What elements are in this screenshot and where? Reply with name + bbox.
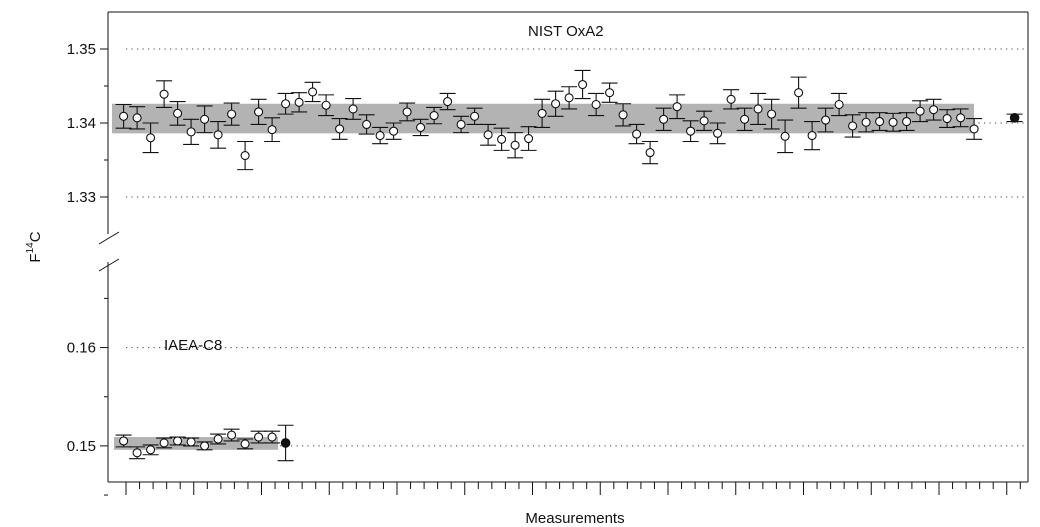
iaea-c8-point-2	[132, 448, 142, 458]
nist-oxa2-point-10	[240, 151, 250, 161]
nist-oxa2-point-26	[456, 119, 466, 130]
nist-oxa2-point-4	[159, 89, 169, 99]
data-points	[119, 79, 1020, 458]
nist-oxa2-point-17	[335, 124, 345, 134]
iaea-c8-point-6	[186, 437, 196, 447]
nist-oxa2-point-53	[821, 115, 831, 125]
axis-break-mark-lower	[98, 258, 120, 272]
lower-y-tick-label-2: 0.16	[67, 340, 96, 357]
upper-y-tick-label-0: 1.33	[67, 189, 96, 206]
nist-oxa2-point-33	[551, 99, 561, 109]
nist-oxa2-point-18	[348, 104, 358, 114]
axes	[98, 11, 1029, 496]
y-tick-labels: 1.331.341.350.140.150.16	[67, 41, 96, 455]
nist-oxa2-point-46	[726, 94, 736, 104]
nist-oxa2-point-27	[470, 111, 480, 121]
nist-oxa2-point-45	[713, 128, 723, 138]
nist-oxa2-point-31	[524, 133, 534, 144]
iaea-c8-point-5	[173, 436, 183, 446]
nist-oxa2-point-63	[956, 113, 966, 123]
iaea-c8-point-1	[119, 436, 129, 446]
nist-oxa2-point-56	[861, 117, 871, 127]
nist-oxa2-point-58	[888, 117, 898, 127]
nist-oxa2-point-20	[375, 131, 385, 141]
nist-oxa2-point-42	[672, 102, 682, 112]
nist-oxa2-point-34	[564, 93, 574, 103]
nist-oxa2-point-13	[281, 99, 291, 109]
iaea-c8-point-10	[240, 439, 250, 449]
nist-oxa2-point-25	[443, 96, 453, 107]
nist-oxa2-mean-point	[1009, 113, 1020, 123]
iaea-c8-point-12	[267, 432, 277, 442]
band-iaea-c8	[114, 437, 278, 450]
lower-y-tick-label-1: 0.15	[67, 438, 96, 455]
nist-oxa2-point-3	[146, 133, 156, 143]
nist-oxa2-point-50	[780, 131, 790, 141]
y-axis-label: F14C	[25, 231, 44, 262]
nist-oxa2-point-47	[740, 114, 750, 124]
nist-oxa2-point-14	[294, 97, 304, 107]
nist-oxa2-point-15	[308, 87, 318, 97]
iaea-c8-point-3	[146, 445, 156, 455]
nist-oxa2-point-32	[537, 108, 547, 118]
nist-oxa2-point-52	[807, 131, 817, 141]
nist-oxa2-point-12	[267, 125, 277, 135]
nist-oxa2-point-64	[969, 124, 979, 134]
nist-oxa2-point-38	[618, 110, 628, 120]
iaea-c8-point-9	[227, 430, 237, 440]
nist-oxa2-point-36	[591, 99, 601, 110]
nist-oxa2-point-2	[132, 113, 142, 123]
nist-oxa2-point-44	[699, 116, 709, 126]
nist-oxa2-point-61	[929, 105, 939, 115]
upper-y-tick-label-1: 1.34	[67, 115, 96, 132]
nist-oxa2-point-43	[686, 126, 696, 136]
nist-oxa2-point-39	[632, 129, 642, 139]
iaea-c8-mean-point	[280, 438, 291, 448]
y-axis-label-c: C	[27, 231, 44, 242]
nist-oxa2-point-30	[510, 140, 520, 150]
nist-oxa2-point-54	[834, 99, 844, 110]
nist-oxa2-point-24	[429, 111, 439, 121]
nist-oxa2-point-6	[186, 127, 196, 137]
nist-oxa2-point-59	[902, 116, 912, 127]
nist-oxa2-point-5	[173, 108, 183, 118]
iaea-c8-point-11	[254, 432, 264, 442]
nist-oxa2-point-49	[767, 109, 777, 119]
nist-oxa2-point-8	[213, 130, 223, 140]
series-label-iaea-c8: IAEA-C8	[164, 337, 222, 354]
x-axis-label: Measurements	[525, 510, 624, 527]
y-axis-label-f: F	[27, 253, 44, 262]
nist-oxa2-point-16	[321, 100, 331, 110]
band-nist-oxa2	[112, 103, 974, 134]
nist-oxa2-point-22	[402, 107, 412, 117]
nist-oxa2-point-41	[659, 114, 669, 124]
nist-oxa2-point-40	[645, 148, 655, 158]
iaea-c8-point-7	[200, 441, 210, 451]
nist-oxa2-point-35	[578, 79, 588, 90]
nist-oxa2-point-23	[416, 122, 426, 132]
nist-oxa2-point-48	[753, 104, 763, 114]
iaea-c8-point-4	[159, 438, 169, 448]
nist-oxa2-point-9	[227, 109, 237, 119]
nist-oxa2-point-21	[389, 126, 399, 136]
upper-y-tick-label-2: 1.35	[67, 41, 96, 58]
nist-oxa2-point-62	[942, 114, 952, 124]
y-axis-label-superscript: 14	[25, 242, 36, 254]
nist-oxa2-point-7	[200, 114, 210, 124]
nist-oxa2-point-57	[875, 116, 885, 127]
lower-gridlines	[126, 347, 1028, 447]
nist-oxa2-point-37	[605, 88, 615, 98]
iaea-c8-point-8	[213, 434, 223, 444]
nist-oxa2-point-28	[483, 130, 493, 140]
nist-oxa2-point-55	[848, 121, 858, 131]
axis-break-mark-upper	[98, 231, 120, 245]
nist-oxa2-point-11	[254, 107, 264, 117]
nist-oxa2-point-29	[497, 134, 507, 144]
nist-oxa2-point-19	[362, 119, 372, 130]
nist-oxa2-point-1	[119, 111, 129, 121]
nist-oxa2-point-51	[794, 88, 804, 98]
series-label-nist-oxa2: NIST OxA2	[528, 23, 604, 40]
nist-oxa2-point-60	[915, 106, 925, 116]
